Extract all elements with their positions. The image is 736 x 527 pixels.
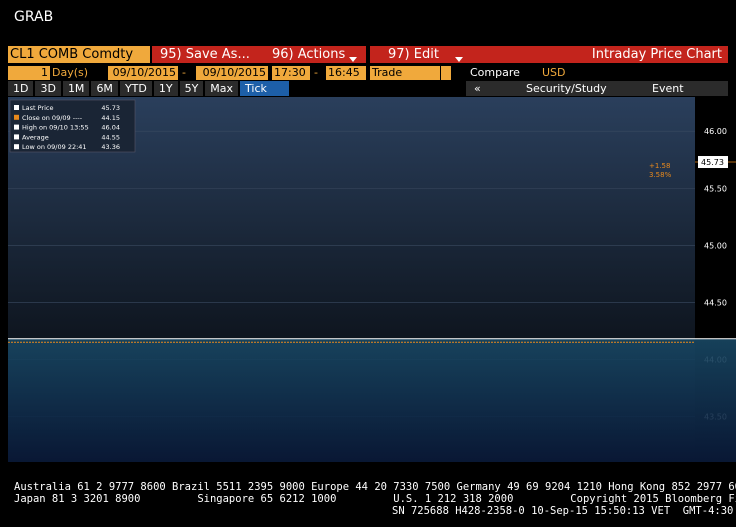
period-button[interactable]: 6M [91,81,118,96]
study-button[interactable]: Security/Study [526,82,607,95]
start-date[interactable]: 09/10/2015 [108,66,178,80]
y-tick-label: 45.00 [704,241,727,250]
price-area [8,338,736,462]
period-bar: 1D 3D 1M 6M YTD 1Y 5Y Max Tick [8,81,289,96]
legend-swatch [14,144,19,150]
legend-swatch [14,114,19,120]
y-tick-label: 46.00 [704,127,727,136]
legend-swatch [14,134,19,140]
period-unit: Day(s) [52,66,89,79]
period-button[interactable]: 5Y [179,81,204,96]
collapse-button[interactable]: « [474,82,481,95]
period-button[interactable]: YTD [119,81,152,96]
end-time[interactable]: 16:45 [326,66,366,80]
y-tick-label: 45.50 [704,184,727,193]
legend-name: Last Price [22,104,53,112]
legend-name: High on 09/10 13:55 [22,124,89,132]
legend-value: 45.73 [101,104,120,112]
legend-value: 44.55 [101,133,120,141]
actions-button[interactable]: 96) Actions [260,46,366,63]
chart: 43.5044.0044.5045.0045.5046.0018:0020:00… [8,97,736,462]
range-dash: - [182,66,186,79]
period-button[interactable]: 1D [8,81,34,96]
window-title: GRAB [14,9,54,25]
period-button[interactable]: Tick [240,81,289,96]
legend-box [9,99,136,153]
footer-line: Australia 61 2 9777 8600 Brazil 5511 239… [14,481,736,493]
legend-name: Average [22,133,49,141]
last-price-box [698,156,728,169]
period-button[interactable]: 3D [35,81,61,96]
security-input[interactable]: CL1 COMB Comdty [8,46,150,63]
y-tick-label: 44.50 [704,298,727,307]
compare-button[interactable]: Compare [470,66,520,79]
period-button[interactable]: Max [205,81,239,96]
change-pct-label: 3.58% [649,171,672,179]
legend-swatch [14,105,19,110]
field-select[interactable]: Trade [370,66,440,80]
change-label: +1.58 [649,162,670,170]
end-date[interactable]: 09/10/2015 [196,66,268,80]
dropdown-arrow [349,52,357,66]
panel-title: Intraday Price Chart [468,46,728,63]
currency: USD [542,66,566,79]
legend-value: 46.04 [101,124,120,132]
legend-value: 43.36 [101,143,120,151]
footer-line: Japan 81 3 3201 8900 Singapore 65 6212 1… [14,493,736,505]
period-count[interactable]: 1 [8,66,50,80]
save-as-button[interactable]: 95) Save As... [152,46,264,63]
legend-swatch [14,124,19,130]
last-price-label: 45.73 [701,158,724,167]
start-time[interactable]: 17:30 [272,66,310,80]
range-dash: - [314,66,318,79]
period-button[interactable]: 1Y [153,81,178,96]
edit-button[interactable]: 97) Edit [370,46,472,63]
legend-value: 44.15 [101,114,120,122]
footer-line: SN 725688 H428-2358-0 10-Sep-15 15:50:13… [392,505,734,517]
study-bar [466,81,728,96]
dropdown-arrow [455,52,463,66]
legend-name: Close on 09/09 ---- [22,114,83,122]
period-button[interactable]: 1M [62,81,90,96]
legend-name: Low on 09/09 22:41 [22,143,87,151]
field-dropdown[interactable] [441,66,451,80]
event-button[interactable]: Event [652,82,684,95]
